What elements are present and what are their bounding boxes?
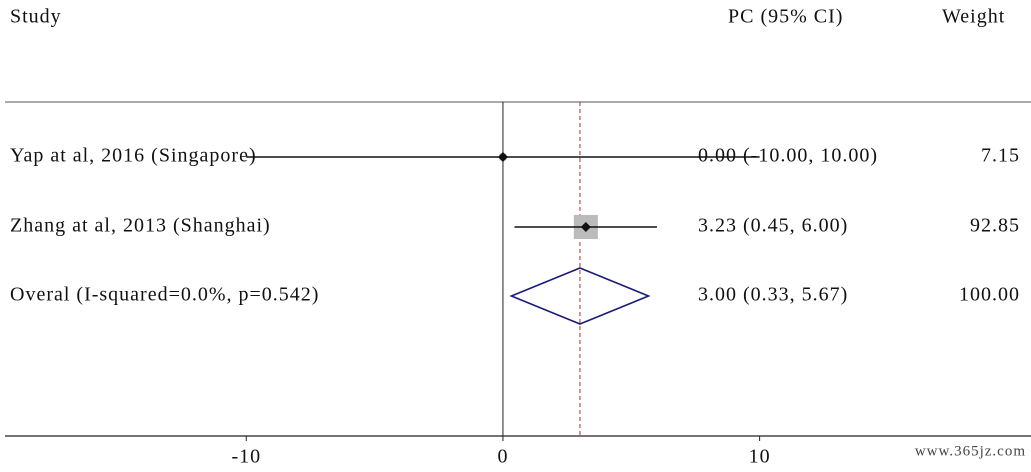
x-tick-label: 10: [749, 446, 771, 467]
header-ci: PC (95% CI): [728, 6, 843, 28]
study-name: Zhang at al, 2013 (Shanghai): [10, 215, 271, 237]
ci-label: 3.23 (0.45, 6.00): [698, 215, 848, 237]
estimate-point: [580, 222, 591, 232]
weight-label: 92.85: [970, 215, 1020, 237]
ci-label: 0.00 (-10.00, 10.00): [698, 145, 878, 167]
x-tick-label: -10: [231, 446, 261, 467]
header-study: Study: [10, 6, 62, 28]
overall-diamond: [509, 267, 651, 325]
watermark: www.365jz.com: [915, 443, 1026, 459]
weight-label: 7.15: [981, 145, 1020, 167]
estimate-point: [497, 152, 508, 162]
study-name: Yap at al, 2016 (Singapore): [10, 145, 257, 167]
header-weight: Weight: [942, 6, 1005, 28]
overall-name: Overal (I-squared=0.0%, p=0.542): [10, 284, 319, 306]
overall-weight-label: 100.00: [959, 284, 1020, 306]
x-tick-label: 0: [497, 446, 508, 467]
overall-ci-label: 3.00 (0.33, 5.67): [698, 284, 848, 306]
